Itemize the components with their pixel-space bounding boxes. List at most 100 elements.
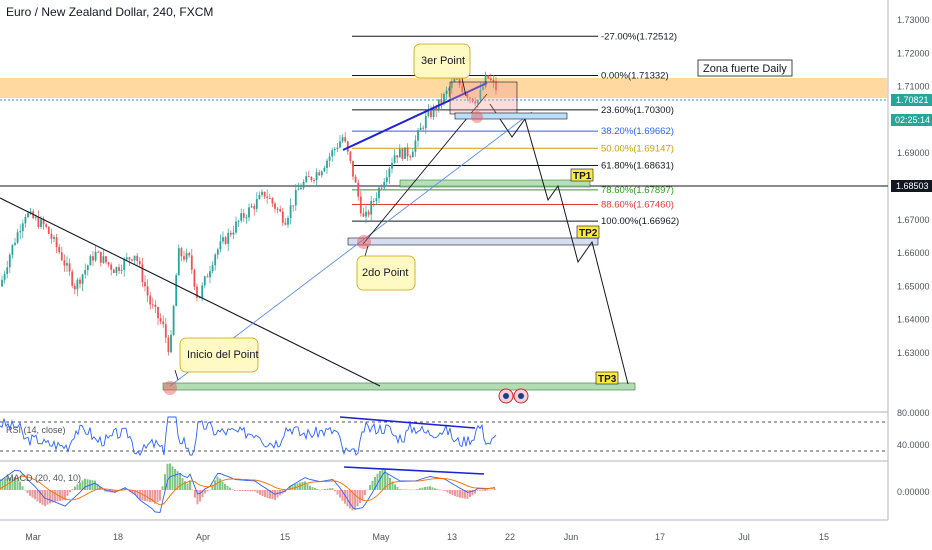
candle-body [29, 211, 32, 214]
candle-body [144, 282, 146, 287]
event-icons [498, 388, 529, 404]
macd-bar [59, 490, 61, 501]
macd-bar [361, 490, 364, 501]
macd-bar [224, 483, 226, 490]
macd-bar [199, 490, 201, 502]
candle-body [450, 81, 453, 89]
macd-pane[interactable]: MACD (20, 40, 10) 0.00000 [0, 463, 930, 513]
candle-body [6, 267, 9, 275]
candle-body [58, 247, 61, 253]
candle-body [318, 172, 321, 176]
candle-body [292, 205, 295, 207]
svg-text:1.68503: 1.68503 [896, 181, 929, 191]
candle-body [11, 244, 14, 255]
point2-callout: 2do Point [356, 245, 416, 291]
candle-body [276, 208, 279, 210]
macd-bar [41, 490, 44, 505]
candle-body [216, 249, 219, 255]
macd-bar [176, 471, 179, 490]
candle-body [227, 232, 230, 244]
candle-body [406, 147, 409, 157]
candle-body [50, 233, 53, 239]
svg-text:TP2: TP2 [579, 228, 598, 239]
candle-body [40, 219, 42, 227]
macd-bar [346, 490, 349, 507]
price-tick: 1.66000 [897, 248, 930, 258]
candle-body [3, 274, 6, 280]
macd-bar [396, 487, 399, 490]
candle-body [393, 155, 396, 163]
macd-bar [56, 490, 59, 502]
macd-bar [484, 490, 486, 491]
macd-bar [446, 490, 449, 493]
candle-body [266, 196, 269, 198]
candle-body [346, 141, 349, 152]
support-zones[interactable] [162, 179, 636, 391]
macd-bar [46, 490, 49, 505]
macd-bar [94, 480, 96, 490]
chart-title: Euro / New Zealand Dollar, 240, FXCM [6, 5, 213, 19]
macd-bar [266, 490, 269, 498]
macd-bar [259, 490, 261, 495]
macd-bar [404, 489, 406, 490]
candle-body [53, 237, 55, 239]
fib-level-label: -27.00%(1.72512) [601, 31, 677, 42]
candle-body [401, 148, 404, 159]
candle-body [302, 181, 305, 188]
candle-body [307, 176, 310, 178]
macd-bar [249, 490, 251, 492]
candle-body [391, 162, 393, 169]
macd-bar [189, 480, 191, 490]
macd-bar [231, 489, 234, 490]
macd-bar [19, 481, 21, 490]
macd-bar [261, 490, 264, 497]
candle-body [190, 255, 193, 270]
macd-bar [54, 490, 56, 502]
macd-bar [461, 490, 464, 499]
candle-body [203, 276, 206, 286]
candle-body [469, 97, 471, 99]
candle-body [131, 259, 133, 261]
time-axis[interactable]: Mar 18 Apr 15 May 13 22 Jun 17 Jul 15 [25, 532, 829, 542]
candle-body [164, 324, 167, 338]
candle-body [8, 254, 11, 268]
svg-text:TP1: TP1 [573, 171, 592, 182]
candle-body [76, 279, 79, 290]
time-tick: 13 [447, 532, 457, 542]
rsi-pane[interactable]: RSI (14, close) 80.0000 40.0000 [0, 408, 930, 456]
candle-body [445, 90, 448, 94]
candle-body [1, 279, 3, 287]
macd-bar [316, 489, 319, 490]
macd-bar [321, 489, 324, 490]
macd-bar [101, 489, 104, 490]
candle-body [222, 237, 224, 242]
macd-bar [14, 477, 16, 490]
candle-body [489, 78, 492, 81]
candle-body [320, 171, 323, 176]
candle-body [94, 251, 97, 261]
candle-body [136, 255, 139, 262]
candle-body [170, 334, 172, 353]
candle-body [79, 279, 81, 284]
macd-bar [221, 481, 224, 490]
fib-level-label: 50.00%(1.69147) [601, 143, 674, 154]
projection-path [489, 103, 629, 385]
time-tick: 15 [819, 532, 829, 542]
candle-body [185, 253, 188, 260]
annotations[interactable]: Zona fuerte Daily 3er Point 2do Point In… [174, 43, 793, 404]
macd-bar [11, 477, 14, 490]
candle-body [248, 207, 250, 218]
macd-bar [356, 490, 359, 507]
candle-body [435, 106, 438, 111]
macd-bar [74, 486, 76, 490]
fibonacci-retracement[interactable]: -27.00%(1.72512) 0.00%(1.71332) 23.60%(1.7… [352, 31, 679, 227]
macd-bar [341, 490, 344, 501]
candle-body [326, 160, 328, 168]
candle-body [175, 275, 178, 306]
macd-bar [179, 472, 181, 490]
macd-bar [164, 474, 166, 490]
macd-bar [376, 473, 379, 490]
macd-bar [86, 479, 89, 490]
macd-bar [459, 490, 461, 498]
